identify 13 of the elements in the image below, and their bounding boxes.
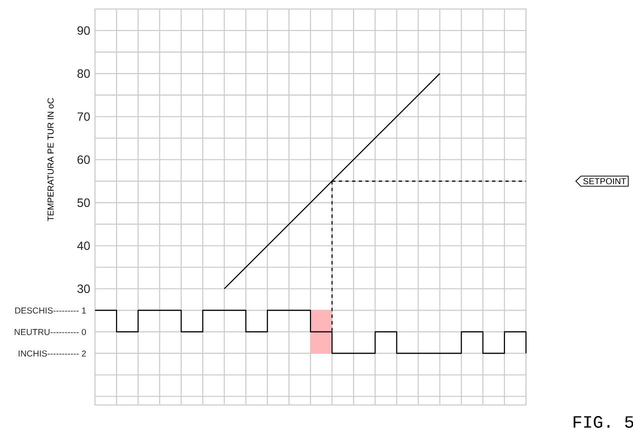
y-tick-label: 40 [77, 241, 90, 250]
y-tick-label: 60 [78, 155, 90, 164]
y-tick-label: 30 [77, 284, 90, 294]
y-axis-title: TEMPERATURA PE TUR IN oC [48, 98, 54, 222]
y-tick-label: 90 [78, 26, 90, 35]
caption: FIG. 5 [574, 416, 633, 428]
y-tick-label: 50 [77, 198, 90, 207]
text: SETPOINT [583, 178, 626, 184]
text: INCHIS----------- 2 [18, 350, 86, 357]
y-tick-label: 80 [77, 69, 90, 78]
text: DESCHIS--------- 1 [15, 307, 86, 314]
y-tick-label: 70 [78, 112, 90, 121]
text: NEUTRU---------- 0 [14, 328, 86, 336]
